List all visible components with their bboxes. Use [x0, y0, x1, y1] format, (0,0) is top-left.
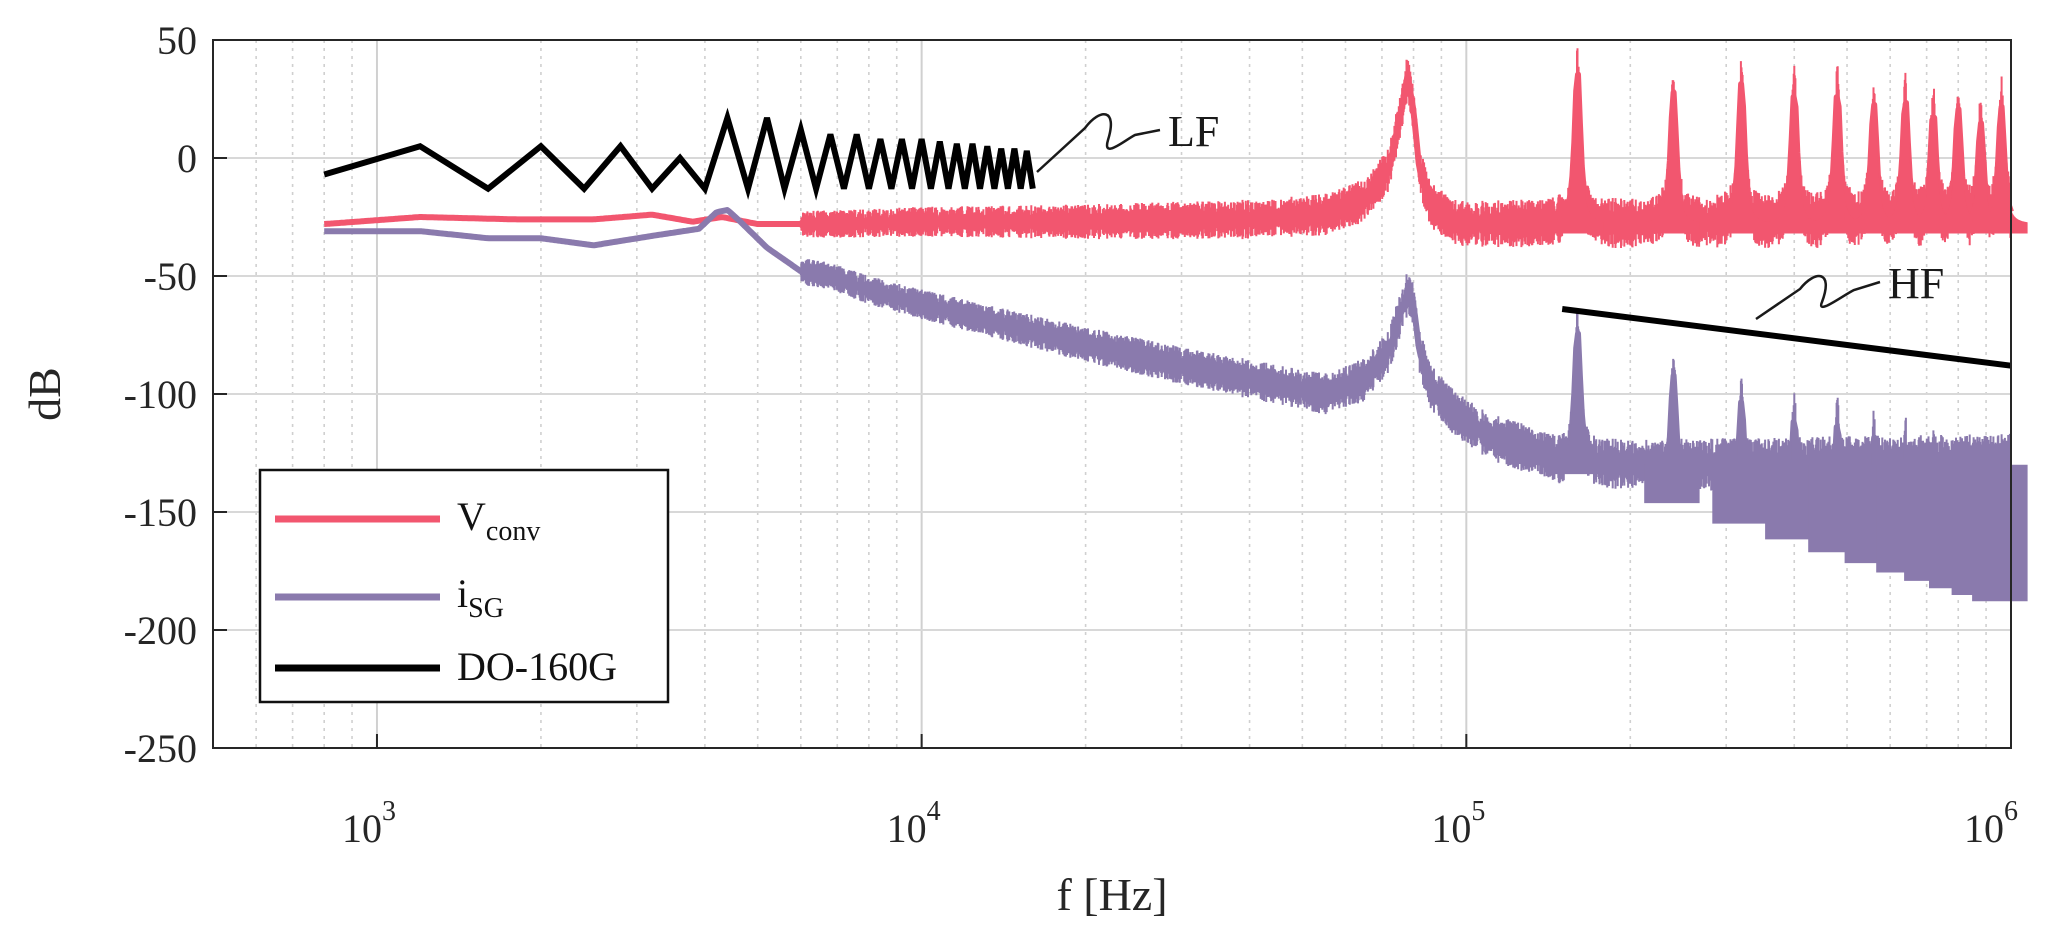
vconv-harmonic-peak — [1972, 106, 2028, 234]
y-axis-label: dB — [19, 367, 70, 421]
y-tick-label: 50 — [157, 18, 197, 63]
x-tick-label: 106 — [1964, 796, 2018, 851]
x-axis-ticks: 103 104 105 106 — [342, 734, 2018, 851]
x-tick-label: 104 — [887, 796, 941, 851]
hf-annotation-leader — [1755, 274, 1881, 321]
x-axis-label: f [Hz] — [1056, 869, 1167, 920]
vconv-harmonic-peak — [1644, 91, 1700, 234]
legend-label-isg: iSG — [457, 571, 504, 624]
y-axis-ticks: 50 0 -50 -100 -150 -200 -250 — [124, 18, 227, 771]
series-layer — [323, 48, 2028, 602]
do160g-hf-limit-line — [1561, 306, 2012, 369]
y-tick-label: -50 — [144, 254, 197, 299]
isg-harmonic-peak — [1712, 401, 1768, 524]
lf-annotation-label: LF — [1168, 107, 1219, 156]
y-tick-label: -200 — [124, 608, 197, 653]
isg-harmonic-peak — [1972, 464, 2028, 602]
y-tick-label: -150 — [124, 490, 197, 535]
legend-label-vconv: Vconv — [457, 494, 540, 547]
isg-harmonic-peak — [1548, 330, 1604, 475]
legend: Vconv iSG DO-160G — [258, 468, 670, 704]
y-tick-label: 0 — [177, 136, 197, 181]
x-tick-label: 105 — [1431, 796, 1485, 851]
vconv-harmonic-peak — [1712, 82, 1768, 234]
hf-annotation-label: HF — [1888, 259, 1944, 308]
y-tick-label: -100 — [124, 372, 197, 417]
x-tick-label: 103 — [342, 796, 396, 851]
do160g-lf-limit-line — [323, 107, 1036, 201]
vconv-harmonic-peak — [1548, 70, 1604, 234]
lf-annotation-leader — [1036, 113, 1161, 173]
legend-label-do160g: DO-160G — [457, 644, 617, 689]
isg-harmonic-peak — [1644, 375, 1700, 504]
y-tick-label: -250 — [124, 726, 197, 771]
legend-box — [258, 468, 670, 704]
